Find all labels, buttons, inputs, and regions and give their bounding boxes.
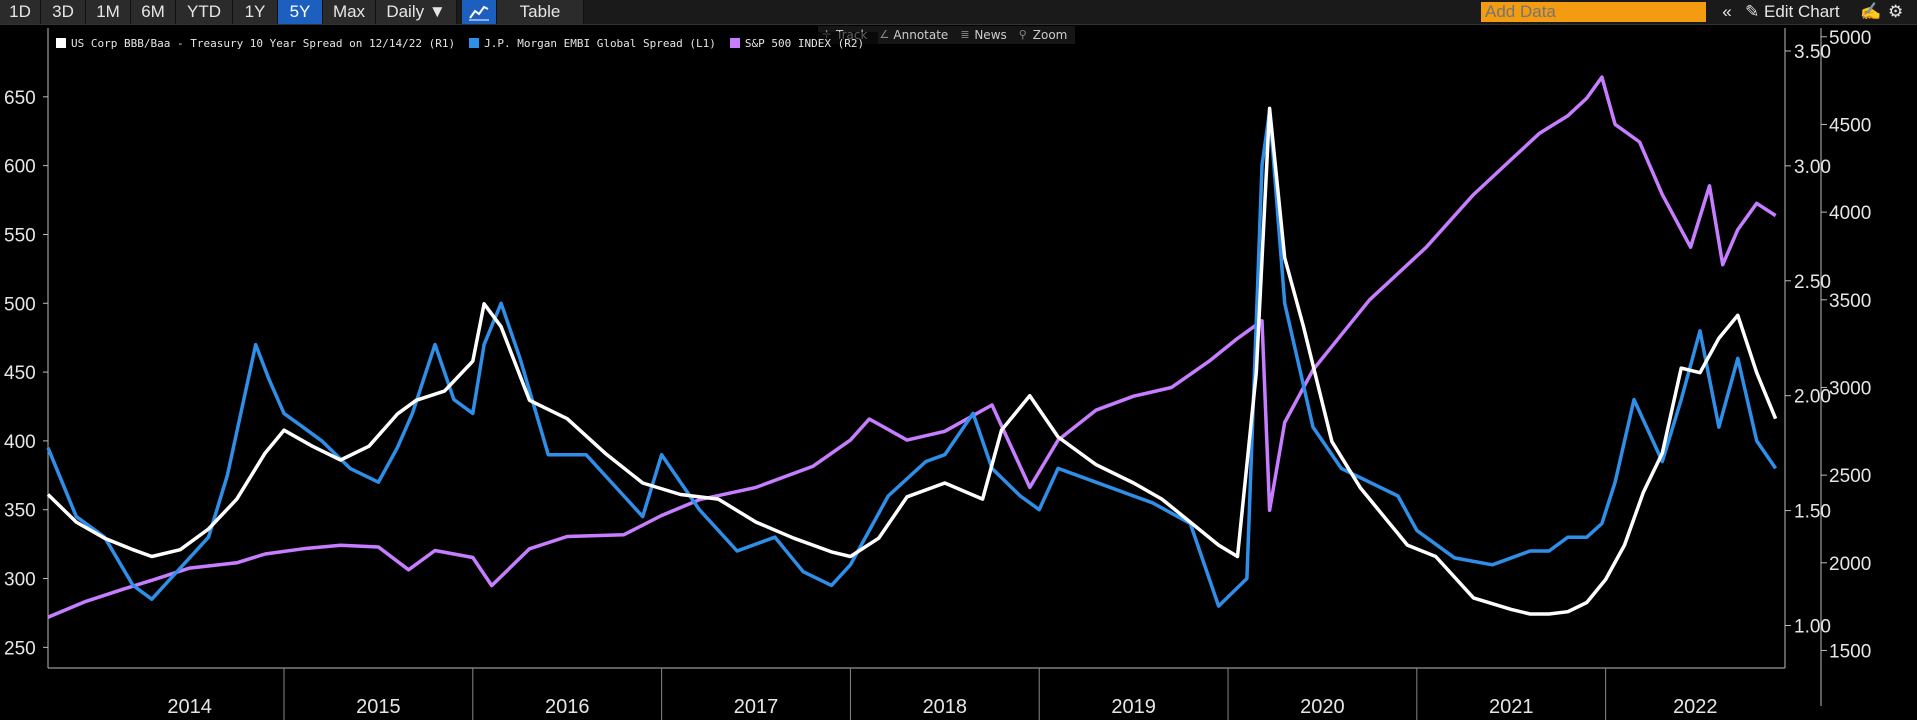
annotate-label: Annotate — [893, 28, 949, 42]
period-max-button[interactable]: Max — [323, 0, 376, 24]
chart-lines — [46, 75, 1778, 619]
right2-tick-label: 2000 — [1829, 554, 1871, 575]
pencil-icon: ✎ — [1745, 2, 1760, 21]
x-tick-label: 2016 — [545, 696, 590, 718]
right1-tick-label: 3.00 — [1794, 157, 1831, 178]
chart-legend: US Corp BBB/Baa - Treasury 10 Year Sprea… — [56, 32, 879, 54]
left-tick-label: 400 — [4, 432, 36, 453]
right2-tick-label: 1500 — [1829, 641, 1871, 662]
left-tick-label: 550 — [4, 225, 36, 246]
news-label: News — [974, 28, 1007, 42]
add-data-input[interactable] — [1481, 2, 1706, 22]
x-tick-label: 2021 — [1489, 696, 1534, 718]
chart-axes: 250 300 350 400 450 500 550 600 650 1.00 1.50 2.00 2… — [4, 28, 1871, 720]
note-icon[interactable]: ✍ — [1860, 2, 1882, 21]
annotate-tool[interactable]: ∠ Annotate — [875, 26, 956, 44]
zoom-label: Zoom — [1032, 28, 1068, 42]
right2-tick-label: 3000 — [1829, 378, 1871, 399]
right2-tick-label: 2500 — [1829, 466, 1871, 487]
news-icon: ≣ — [960, 28, 970, 41]
period-1y-button[interactable]: 1Y — [233, 0, 278, 24]
right2-tick-label: 4500 — [1829, 115, 1871, 136]
legend-label-embi: J.P. Morgan EMBI Global Spread (L1) — [484, 36, 716, 50]
left-tick-label: 600 — [4, 157, 36, 178]
x-tick-label: 2017 — [734, 696, 779, 718]
left-tick-label: 300 — [4, 570, 36, 591]
x-tick-label: 2019 — [1111, 696, 1156, 718]
line-chart-icon — [469, 5, 489, 21]
collapse-icon[interactable]: « — [1722, 2, 1732, 21]
frequency-dropdown[interactable]: Daily ▼ — [376, 0, 457, 24]
line-chart-toggle[interactable] — [462, 0, 497, 24]
embi-spread-line — [46, 108, 1778, 608]
legend-item-bbb[interactable]: US Corp BBB/Baa - Treasury 10 Year Sprea… — [56, 37, 455, 50]
x-tick-label: 2022 — [1673, 696, 1718, 718]
x-tick-label: 2015 — [356, 696, 401, 718]
right1-tick-label: 3.50 — [1794, 42, 1831, 63]
left-tick-label: 450 — [4, 363, 36, 384]
legend-item-spx[interactable]: S&P 500 INDEX (R2) — [729, 36, 865, 50]
news-tool[interactable]: ≣ News — [956, 26, 1014, 44]
right1-tick-label: 2.50 — [1794, 272, 1831, 293]
period-ytd-button[interactable]: YTD — [176, 0, 233, 24]
left-tick-label: 650 — [4, 88, 36, 109]
period-6m-button[interactable]: 6M — [131, 0, 176, 24]
gear-icon[interactable]: ⚙ — [1888, 2, 1904, 21]
chart-toolbar: 1D 3D 1M 6M YTD 1Y 5Y Max Daily ▼ Table … — [0, 0, 1917, 25]
period-5y-button[interactable]: 5Y — [278, 0, 323, 24]
edit-chart-button[interactable]: ✎ Edit Chart — [1745, 0, 1840, 24]
period-1m-button[interactable]: 1M — [86, 0, 131, 24]
x-tick-label: 2018 — [923, 696, 968, 718]
right2-tick-label: 5000 — [1829, 28, 1871, 49]
right2-tick-label: 4000 — [1829, 203, 1871, 224]
spx-index-line — [47, 75, 1777, 619]
magnifier-icon: ⚲ — [1018, 28, 1027, 41]
period-3d-button[interactable]: 3D — [41, 0, 86, 24]
legend-swatch-embi — [469, 38, 480, 48]
legend-swatch-spx — [729, 38, 740, 48]
period-1d-button[interactable]: 1D — [0, 0, 41, 24]
pen-icon: ∠ — [879, 28, 890, 41]
legend-label-bbb: US Corp BBB/Baa - Treasury 10 Year Sprea… — [71, 36, 456, 50]
edit-chart-label: Edit Chart — [1763, 2, 1840, 21]
table-button[interactable]: Table — [497, 0, 584, 24]
right1-tick-label: 2.00 — [1794, 387, 1831, 408]
legend-label-spx: S&P 500 INDEX (R2) — [744, 36, 865, 50]
left-tick-label: 250 — [4, 638, 36, 659]
legend-item-embi[interactable]: J.P. Morgan EMBI Global Spread (L1) — [469, 37, 716, 50]
legend-swatch-bbb — [56, 38, 66, 48]
right2-tick-label: 3500 — [1829, 291, 1871, 312]
x-tick-label: 2020 — [1300, 696, 1345, 718]
left-tick-label: 500 — [4, 294, 36, 315]
x-tick-label: 2014 — [167, 696, 212, 718]
right1-tick-label: 1.00 — [1794, 616, 1831, 637]
left-tick-label: 350 — [4, 501, 36, 522]
bbb-spread-line — [46, 106, 1778, 616]
right1-tick-label: 1.50 — [1794, 502, 1831, 523]
zoom-tool[interactable]: ⚲ Zoom — [1015, 26, 1076, 44]
